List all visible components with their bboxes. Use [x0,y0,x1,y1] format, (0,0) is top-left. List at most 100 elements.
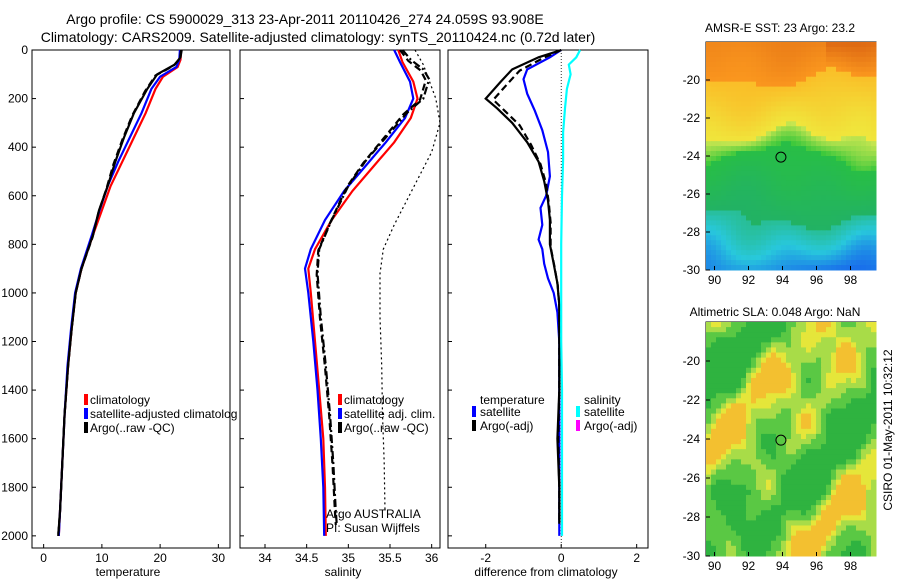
map-cell [756,525,762,532]
map-cell [726,160,732,167]
map-cell [721,200,727,207]
map-cell [841,235,847,241]
map-cell [771,126,777,132]
map-cell [811,357,817,364]
map-cell [731,46,737,53]
map-cell [796,377,802,384]
map-cell [711,190,717,197]
map-cell [721,220,727,226]
map-cell [731,101,737,107]
map-cell [866,66,872,73]
map-cell [771,433,777,440]
map-cell [741,156,747,162]
map-cell [826,413,832,420]
map-cell [716,439,722,445]
map-cell [736,352,742,359]
map-cell [821,255,827,261]
map-cell [866,126,872,132]
map-cell [841,413,847,420]
map-cell [711,322,717,328]
map-y-tick-label: -26 [683,471,701,485]
map-cell [796,121,802,127]
map-cell [721,403,727,409]
map-cell [771,66,777,73]
map-cell [751,500,757,506]
map-cell [871,322,877,328]
map-cell [731,205,737,212]
map-cell [716,372,722,379]
map-cell [811,81,817,88]
map-cell [761,175,767,182]
map-cell [761,235,767,241]
map-cell [826,459,832,465]
map-cell [831,220,837,226]
map-cell [786,372,792,379]
map-cell [716,225,722,231]
map-cell [831,433,837,440]
map-cell [756,185,762,192]
map-cell [721,116,727,122]
sla-heatmap: 90 92 94 96 98-30-28-26-24-22-20 [683,322,877,573]
y-tick-label: 2000 [1,529,28,543]
map-cell [821,46,827,53]
map-cell [746,101,752,107]
legend-swatch-climatology [84,394,88,405]
map-cell [736,106,742,112]
map-cell [851,81,857,88]
map-cell [731,500,737,506]
map-cell [856,413,862,420]
map-cell [856,42,862,48]
map-cell [721,126,727,132]
map-cell [846,367,852,374]
map-cell [836,131,842,137]
map-cell [796,200,802,207]
map-cell [846,357,852,364]
map-cell [866,377,872,384]
map-cell [716,342,722,348]
map-cell [816,505,822,511]
map-cell [801,46,807,53]
map-cell [771,200,777,207]
map-cell [871,367,877,374]
map-cell [726,322,732,328]
map-cell [841,474,847,481]
map-cell [781,439,787,445]
map-cell [796,111,802,117]
map-cell [796,510,802,516]
map-cell [761,469,767,476]
map-cell [786,383,792,389]
map-cell [741,131,747,137]
map-cell [831,367,837,374]
map-cell [791,160,797,167]
map-cell [811,367,817,374]
map-cell [786,428,792,435]
map-cell [856,220,862,226]
map-cell [831,190,837,197]
map-cell [781,525,787,532]
map-cell [726,126,732,132]
map-cell [761,66,767,73]
map-cell [761,165,767,172]
map-cell [821,71,827,78]
map-cell [796,525,802,532]
map-cell [786,327,792,333]
map-cell [816,250,822,256]
map-cell [736,484,742,491]
map-cell [711,111,717,117]
map-cell [856,388,862,394]
map-cell [756,550,762,557]
map-cell [811,393,817,399]
map-cell [786,403,792,409]
map-cell [811,474,817,481]
map-cell [776,81,782,88]
x-tick-label: 20 [153,551,167,565]
map-cell [791,190,797,197]
map-cell [831,428,837,435]
map-cell [721,423,727,430]
map-cell [751,46,757,53]
map-cell [751,220,757,226]
map-cell [831,56,837,63]
map-cell [816,403,822,409]
map-cell [861,545,867,552]
map-cell [731,540,737,547]
